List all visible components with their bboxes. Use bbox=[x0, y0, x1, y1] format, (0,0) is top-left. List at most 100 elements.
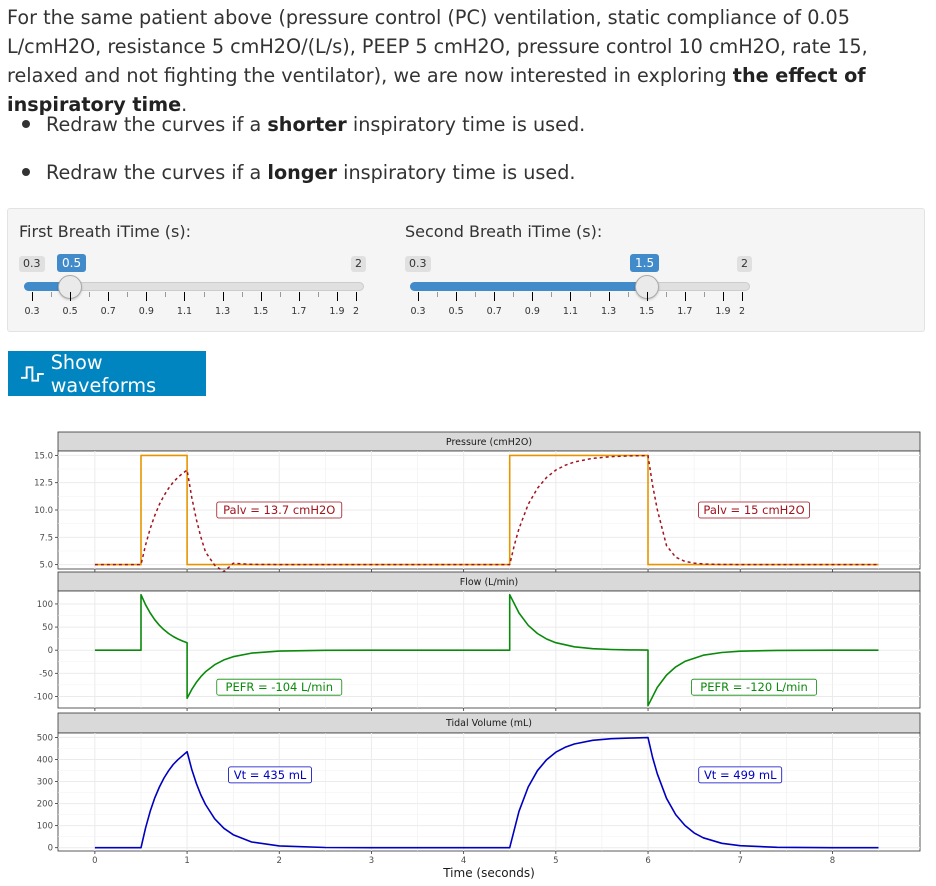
y-tick-label: 15.0 bbox=[34, 451, 53, 461]
slider-tick-label: 0.9 bbox=[524, 306, 540, 317]
slider-tick bbox=[336, 292, 338, 301]
slider-tick-label: 2 bbox=[352, 306, 360, 317]
slider-tick-label: 0.5 bbox=[62, 306, 78, 317]
slider-tick-label: 0.3 bbox=[410, 306, 426, 317]
bullet-bold: longer bbox=[267, 161, 338, 184]
y-tick-label: 0 bbox=[48, 844, 53, 854]
tidal-volume-line bbox=[94, 736, 879, 849]
y-tick-label: 100 bbox=[37, 822, 53, 832]
annotation-box bbox=[698, 501, 810, 519]
slider-tick bbox=[222, 292, 224, 301]
slider-tick-label: 1.9 bbox=[329, 306, 345, 317]
annotation-label: Palv = 13.7 cmH2O bbox=[223, 503, 335, 517]
bullet-text-end: inspiratory time is used. bbox=[346, 113, 586, 136]
flow-line bbox=[94, 593, 879, 707]
x-tick-label: 8 bbox=[830, 856, 835, 866]
slider-tick bbox=[608, 292, 610, 301]
bullet-longer: Redraw the curves if a longer inspirator… bbox=[22, 161, 576, 184]
second-itime-max: 2 bbox=[737, 256, 752, 272]
x-axis-title: Time (seconds) bbox=[442, 866, 535, 880]
panel-title: Flow (L/min) bbox=[460, 577, 519, 588]
slider-tick bbox=[627, 292, 629, 297]
show-waveforms-label: Show waveforms bbox=[50, 350, 157, 397]
annotation-box bbox=[698, 766, 783, 784]
slider-tick bbox=[317, 292, 319, 297]
slider-tick bbox=[456, 292, 458, 301]
slider-tick-label: 0.3 bbox=[24, 306, 40, 317]
slider-tick bbox=[703, 292, 705, 297]
intro-paragraph: For the same patient above (pressure con… bbox=[7, 3, 927, 119]
intro-emphasis: the effect of inspiratory time bbox=[7, 64, 866, 116]
slider-panel: First Breath iTime (s): 0.3 0.5 2 0.3 0.5… bbox=[7, 208, 925, 332]
slider-tick-label: 1.7 bbox=[291, 306, 307, 317]
slider-tick bbox=[684, 292, 686, 301]
y-tick-label: 0 bbox=[48, 646, 53, 656]
slider-tick-label: 1.3 bbox=[215, 306, 231, 317]
second-itime-label: Second Breath iTime (s): bbox=[405, 222, 603, 241]
slider-tick bbox=[89, 292, 91, 297]
alveolar-pressure-line bbox=[94, 454, 879, 573]
bullet-text-end: inspiratory time is used. bbox=[337, 161, 576, 184]
slider-tick-label: 1.3 bbox=[601, 306, 617, 317]
slider-tick bbox=[241, 292, 243, 297]
x-tick-label: 1 bbox=[184, 856, 189, 866]
second-itime-ticks: 0.3 0.5 0.7 0.9 1.1 1.3 1.5 1.7 1.9 2 bbox=[410, 292, 746, 322]
y-tick-label: 12.5 bbox=[34, 479, 53, 489]
annotation-label: PEFR = -120 L/min bbox=[700, 680, 807, 694]
y-tick-label: 5.0 bbox=[39, 561, 53, 571]
panel-area bbox=[57, 732, 921, 852]
annotation-label: Vt = 499 mL bbox=[704, 768, 777, 782]
slider-tick bbox=[260, 292, 262, 301]
slider-tick bbox=[589, 292, 591, 297]
show-waveforms-button[interactable]: Show waveforms bbox=[8, 350, 206, 397]
slider-tick-label: 0.9 bbox=[138, 306, 154, 317]
slider-tick bbox=[494, 292, 496, 301]
y-tick-label: 10.0 bbox=[34, 506, 53, 516]
slider-tick bbox=[418, 292, 419, 301]
first-itime-ticks: 0.3 0.5 0.7 0.9 1.1 1.3 1.5 1.7 1.9 2 bbox=[24, 292, 360, 322]
slider-tick bbox=[551, 292, 553, 297]
slider-tick bbox=[513, 292, 515, 297]
y-tick-label: 400 bbox=[37, 755, 53, 765]
slider-tick bbox=[646, 292, 648, 301]
annotation-box bbox=[228, 766, 312, 784]
x-tick-label: 3 bbox=[369, 856, 374, 866]
bullet-shorter: Redraw the curves if a shorter inspirato… bbox=[22, 113, 585, 136]
y-tick-label: 300 bbox=[37, 778, 53, 788]
y-tick-label: -100 bbox=[34, 692, 53, 702]
annotation-box bbox=[691, 678, 817, 696]
waveform-chart: Pressure (cmH2O) 5.0 7.5 10.0 12.5 15.0 Palv =… bbox=[34, 431, 921, 880]
slider-tick bbox=[742, 292, 743, 301]
slider-tick bbox=[165, 292, 167, 297]
slider-tick-label: 0.5 bbox=[448, 306, 464, 317]
slider-tick-label: 2 bbox=[738, 306, 746, 317]
bullet-text: Redraw the curves if a bbox=[46, 113, 268, 136]
first-itime-fill bbox=[24, 282, 71, 291]
intro-text: For the same patient above (pressure con… bbox=[7, 6, 868, 87]
second-itime-min: 0.3 bbox=[405, 256, 431, 272]
slider-tick bbox=[532, 292, 534, 301]
first-itime-label: First Breath iTime (s): bbox=[19, 222, 192, 241]
y-tick-label: 200 bbox=[37, 800, 53, 810]
annotation-label: PEFR = -104 L/min bbox=[226, 680, 333, 694]
waveform-icon bbox=[20, 365, 44, 382]
bullet-bold: shorter bbox=[267, 113, 347, 136]
annotation-box bbox=[216, 501, 343, 519]
x-tick-label: 5 bbox=[553, 856, 558, 866]
slider-tick-label: 0.7 bbox=[100, 306, 116, 317]
y-tick-label: 50 bbox=[42, 623, 53, 633]
intro-end: . bbox=[181, 93, 188, 116]
slider-tick-label: 1.5 bbox=[639, 306, 655, 317]
panel-title: Tidal Volume (mL) bbox=[445, 718, 532, 729]
slider-tick bbox=[570, 292, 572, 301]
first-itime-value: 0.5 bbox=[57, 254, 87, 272]
slider-tick bbox=[203, 292, 205, 297]
slider-tick-label: 1.7 bbox=[677, 306, 693, 317]
slider-tick bbox=[475, 292, 477, 297]
x-tick-label: 6 bbox=[645, 856, 650, 866]
slider-tick-label: 1.1 bbox=[562, 306, 579, 317]
x-tick-label: 0 bbox=[92, 856, 97, 866]
slider-tick bbox=[356, 292, 357, 301]
bullet-text: Redraw the curves if a bbox=[46, 161, 268, 184]
slider-tick bbox=[184, 292, 186, 301]
